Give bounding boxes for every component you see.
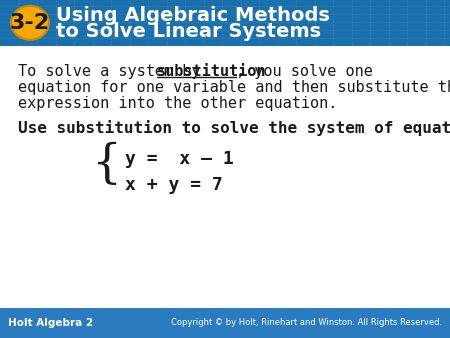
Text: {: { bbox=[91, 142, 121, 187]
Text: expression into the other equation.: expression into the other equation. bbox=[18, 96, 338, 111]
Text: To solve a system by: To solve a system by bbox=[18, 64, 210, 79]
Text: x + y = 7: x + y = 7 bbox=[125, 176, 223, 194]
Text: Use substitution to solve the system of equations.: Use substitution to solve the system of … bbox=[18, 120, 450, 136]
FancyBboxPatch shape bbox=[0, 0, 450, 46]
Ellipse shape bbox=[11, 6, 49, 40]
Text: Holt Algebra 2: Holt Algebra 2 bbox=[8, 318, 93, 328]
Text: substitution: substitution bbox=[157, 64, 266, 79]
FancyBboxPatch shape bbox=[0, 308, 450, 338]
Text: , you solve one: , you solve one bbox=[236, 64, 374, 79]
Text: equation for one variable and then substitute this: equation for one variable and then subst… bbox=[18, 80, 450, 95]
Text: Copyright © by Holt, Rinehart and Winston. All Rights Reserved.: Copyright © by Holt, Rinehart and Winsto… bbox=[171, 318, 442, 327]
Text: to Solve Linear Systems: to Solve Linear Systems bbox=[56, 22, 321, 41]
Text: Using Algebraic Methods: Using Algebraic Methods bbox=[56, 6, 330, 25]
Text: y =  x – 1: y = x – 1 bbox=[125, 150, 234, 168]
Text: 3-2: 3-2 bbox=[10, 13, 50, 33]
